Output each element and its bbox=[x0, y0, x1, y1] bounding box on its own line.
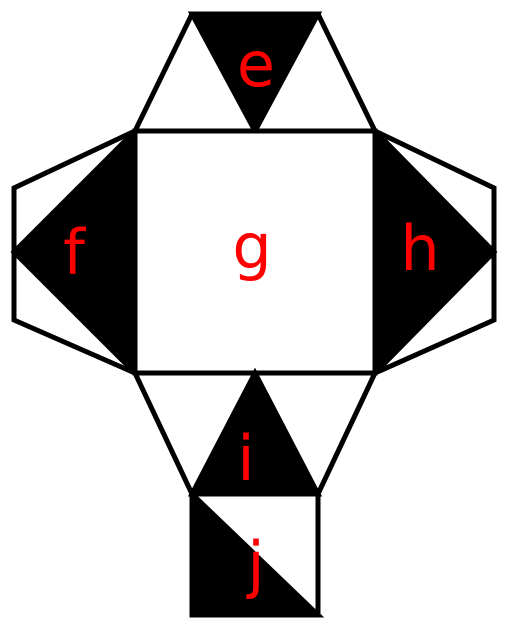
label-i: i bbox=[237, 422, 254, 495]
label-j: j bbox=[245, 528, 264, 601]
label-e: e bbox=[237, 28, 275, 101]
face-e-dark-triangle bbox=[187, 11, 323, 137]
face-j bbox=[189, 488, 325, 618]
face-g bbox=[132, 128, 378, 376]
face-i bbox=[131, 367, 379, 497]
face-j-dark-triangle bbox=[189, 488, 325, 618]
label-g: g bbox=[232, 210, 271, 283]
label-f: f bbox=[63, 216, 87, 289]
label-h: h bbox=[400, 212, 439, 285]
